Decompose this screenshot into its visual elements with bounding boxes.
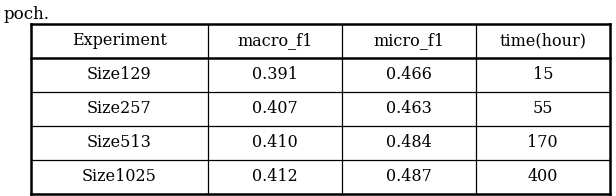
Text: 0.412: 0.412 bbox=[252, 169, 298, 185]
Text: 0.391: 0.391 bbox=[251, 66, 298, 83]
Text: Size257: Size257 bbox=[87, 100, 152, 117]
Text: 170: 170 bbox=[527, 134, 558, 151]
Text: Experiment: Experiment bbox=[71, 32, 166, 49]
Text: 0.407: 0.407 bbox=[252, 100, 298, 117]
Text: 0.466: 0.466 bbox=[386, 66, 432, 83]
Text: Size1025: Size1025 bbox=[82, 169, 156, 185]
Text: 0.487: 0.487 bbox=[386, 169, 432, 185]
Text: time(hour): time(hour) bbox=[500, 32, 586, 49]
Text: Size129: Size129 bbox=[87, 66, 152, 83]
Text: 0.463: 0.463 bbox=[386, 100, 432, 117]
Text: 0.484: 0.484 bbox=[386, 134, 432, 151]
Text: 55: 55 bbox=[533, 100, 553, 117]
Text: poch.: poch. bbox=[3, 6, 49, 23]
Text: micro_f1: micro_f1 bbox=[373, 32, 444, 49]
Text: 400: 400 bbox=[528, 169, 558, 185]
Text: Size513: Size513 bbox=[87, 134, 152, 151]
Text: macro_f1: macro_f1 bbox=[237, 32, 312, 49]
Text: 15: 15 bbox=[533, 66, 553, 83]
Text: 0.410: 0.410 bbox=[252, 134, 298, 151]
